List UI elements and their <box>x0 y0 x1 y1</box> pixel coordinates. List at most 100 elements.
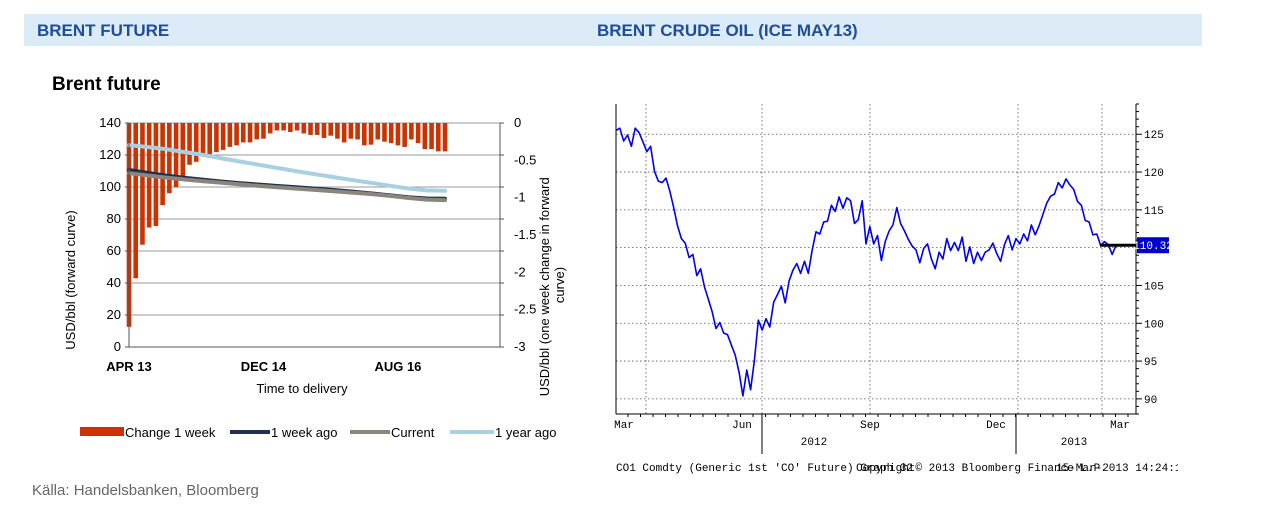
bar-change-1-week <box>267 123 273 134</box>
chart-title: Brent future <box>52 74 161 95</box>
right-axis-ticks: 0 -0.5 -1 -1.5 -2 -2.5 -3 <box>514 115 536 354</box>
y-tick-label: 60 <box>107 243 121 258</box>
source-note: Källa: Handelsbanken, Bloomberg <box>32 482 259 499</box>
line-current <box>127 171 447 203</box>
y-tick-label: 40 <box>107 275 121 290</box>
x-tick-label: Sep <box>860 420 880 432</box>
axes <box>615 103 1142 454</box>
footer-security: CO1 Comdty (Generic 1st 'CO' Future) Gra… <box>616 463 913 475</box>
x-tick-label: APR 13 <box>106 359 152 374</box>
y2-axis-label-line2: curve) <box>552 267 567 303</box>
bar-change-1-week <box>214 123 219 153</box>
bar-change-1-week <box>314 123 320 135</box>
y-tick-label: 120 <box>1144 168 1164 180</box>
footer-copyright: Copyright© 2013 Bloomberg Finance L.P. <box>856 463 1107 475</box>
y2-tick-label: -1.5 <box>514 227 536 242</box>
axes <box>125 122 504 348</box>
x-tick-label: AUG 16 <box>374 359 421 374</box>
footer-timestamp: 15-Mar-2013 14:24:17 <box>1056 463 1178 475</box>
bar-change-1-week <box>274 123 280 131</box>
y-tick-label: 90 <box>1144 395 1157 407</box>
y2-tick-label: 0 <box>514 115 521 130</box>
bar-change-1-week <box>140 123 145 245</box>
price-line <box>615 127 1117 397</box>
year-label: 2013 <box>1061 437 1087 449</box>
legend-label: 1 year ago <box>495 425 556 440</box>
bar-change-1-week <box>308 123 313 135</box>
bar-change-1-week <box>207 123 212 155</box>
bar-change-1-week <box>227 123 233 147</box>
x-axis-ticks: Mar Jun Sep Dec Mar 2012 2013 <box>614 420 1130 449</box>
bar-change-1-week <box>200 123 206 156</box>
bar-change-1-week <box>187 123 192 165</box>
y-tick-label: 120 <box>99 147 121 162</box>
bar-change-1-week <box>261 123 266 139</box>
brent-crude-price-chart: 1251201151101051009590 MarJunSepDecMar20… <box>614 103 1178 475</box>
legend-label: 1 week ago <box>271 425 338 440</box>
bar-change-1-week <box>415 123 421 144</box>
bar-change-1-week <box>247 123 253 143</box>
last-value-marker: 110.32 <box>1100 237 1173 254</box>
bar-change-1-week <box>335 123 340 139</box>
bar-change-1-week <box>435 123 441 152</box>
bar-change-1-week <box>388 123 394 144</box>
y2-tick-label: -2 <box>514 264 526 279</box>
forward-curve-lines <box>127 143 447 203</box>
bar-change-1-week <box>328 123 334 136</box>
bar-change-1-week <box>294 123 300 131</box>
bar-change-1-week <box>321 123 327 138</box>
bar-change-1-week <box>281 123 286 131</box>
bar-change-1-week <box>422 123 428 150</box>
y-tick-label: 100 <box>1144 319 1164 331</box>
bar-change-1-week <box>220 123 226 150</box>
bar-change-1-week <box>160 123 165 206</box>
y-tick-label: 105 <box>1144 281 1164 293</box>
x-tick-label: Mar <box>1110 420 1130 432</box>
x-axis-label: Time to delivery <box>256 381 348 396</box>
line-1-year-ago <box>127 143 447 193</box>
x-tick-label: Jun <box>732 420 752 432</box>
y-tick-label: 140 <box>99 115 121 130</box>
bar-change-1-week <box>442 123 448 152</box>
y-tick-label: 80 <box>107 211 121 226</box>
bar-change-1-week <box>368 123 374 145</box>
bar-change-1-week <box>288 123 293 132</box>
y2-axis-label-line1: USD/bbl (one week change in forward <box>537 177 552 396</box>
bar-change-1-week <box>167 123 172 194</box>
gridlines <box>616 104 1136 414</box>
brent-future-chart: Brent future 140 120 100 80 60 40 20 0 0 -0.5 -1 -… <box>52 74 567 440</box>
bar-change-1-week <box>254 123 260 140</box>
bar-change-1-week <box>362 123 367 146</box>
bar-change-1-week <box>409 123 414 140</box>
bar-change-1-week <box>240 123 246 143</box>
bar-change-1-week <box>133 123 139 279</box>
legend-label: Change 1 week <box>125 425 216 440</box>
left-section-title: BRENT FUTURE <box>37 21 170 40</box>
y-tick-label: 115 <box>1144 206 1164 218</box>
bar-change-1-week <box>348 123 354 139</box>
year-label: 2012 <box>801 437 827 449</box>
last-value-box <box>1137 237 1169 254</box>
y-tick-label: 100 <box>99 179 121 194</box>
y2-tick-label: -1 <box>514 190 526 205</box>
y-tick-label: 20 <box>107 307 121 322</box>
y-tick-label: 125 <box>1144 130 1164 142</box>
y2-tick-label: -0.5 <box>514 152 536 167</box>
x-tick-label: DEC 14 <box>241 359 287 374</box>
left-axis-ticks: 140 120 100 80 60 40 20 0 <box>99 115 121 354</box>
bar-change-1-week <box>395 123 401 146</box>
y2-tick-label: -2.5 <box>514 302 536 317</box>
bar-change-1-week <box>375 123 381 140</box>
bar-change-1-week <box>234 123 239 146</box>
x-tick-label: Dec <box>986 420 1006 432</box>
bar-change-1-week <box>402 123 407 147</box>
right-section-title: BRENT CRUDE OIL (ICE MAY13) <box>597 21 858 40</box>
y2-axis-label: USD/bbl (one week change in forward curv… <box>537 174 567 397</box>
change-1-week-bars <box>126 123 448 327</box>
y-axis-label: USD/bbl (forward curve) <box>63 210 78 349</box>
legend-swatch-bar <box>80 427 124 436</box>
x-tick-label: Mar <box>614 420 634 432</box>
y-axis-ticks: 1251201151101051009590 <box>1144 130 1164 407</box>
y-tick-label: 95 <box>1144 357 1157 369</box>
section-header: BRENT FUTURE BRENT CRUDE OIL (ICE MAY13) <box>24 14 1202 46</box>
